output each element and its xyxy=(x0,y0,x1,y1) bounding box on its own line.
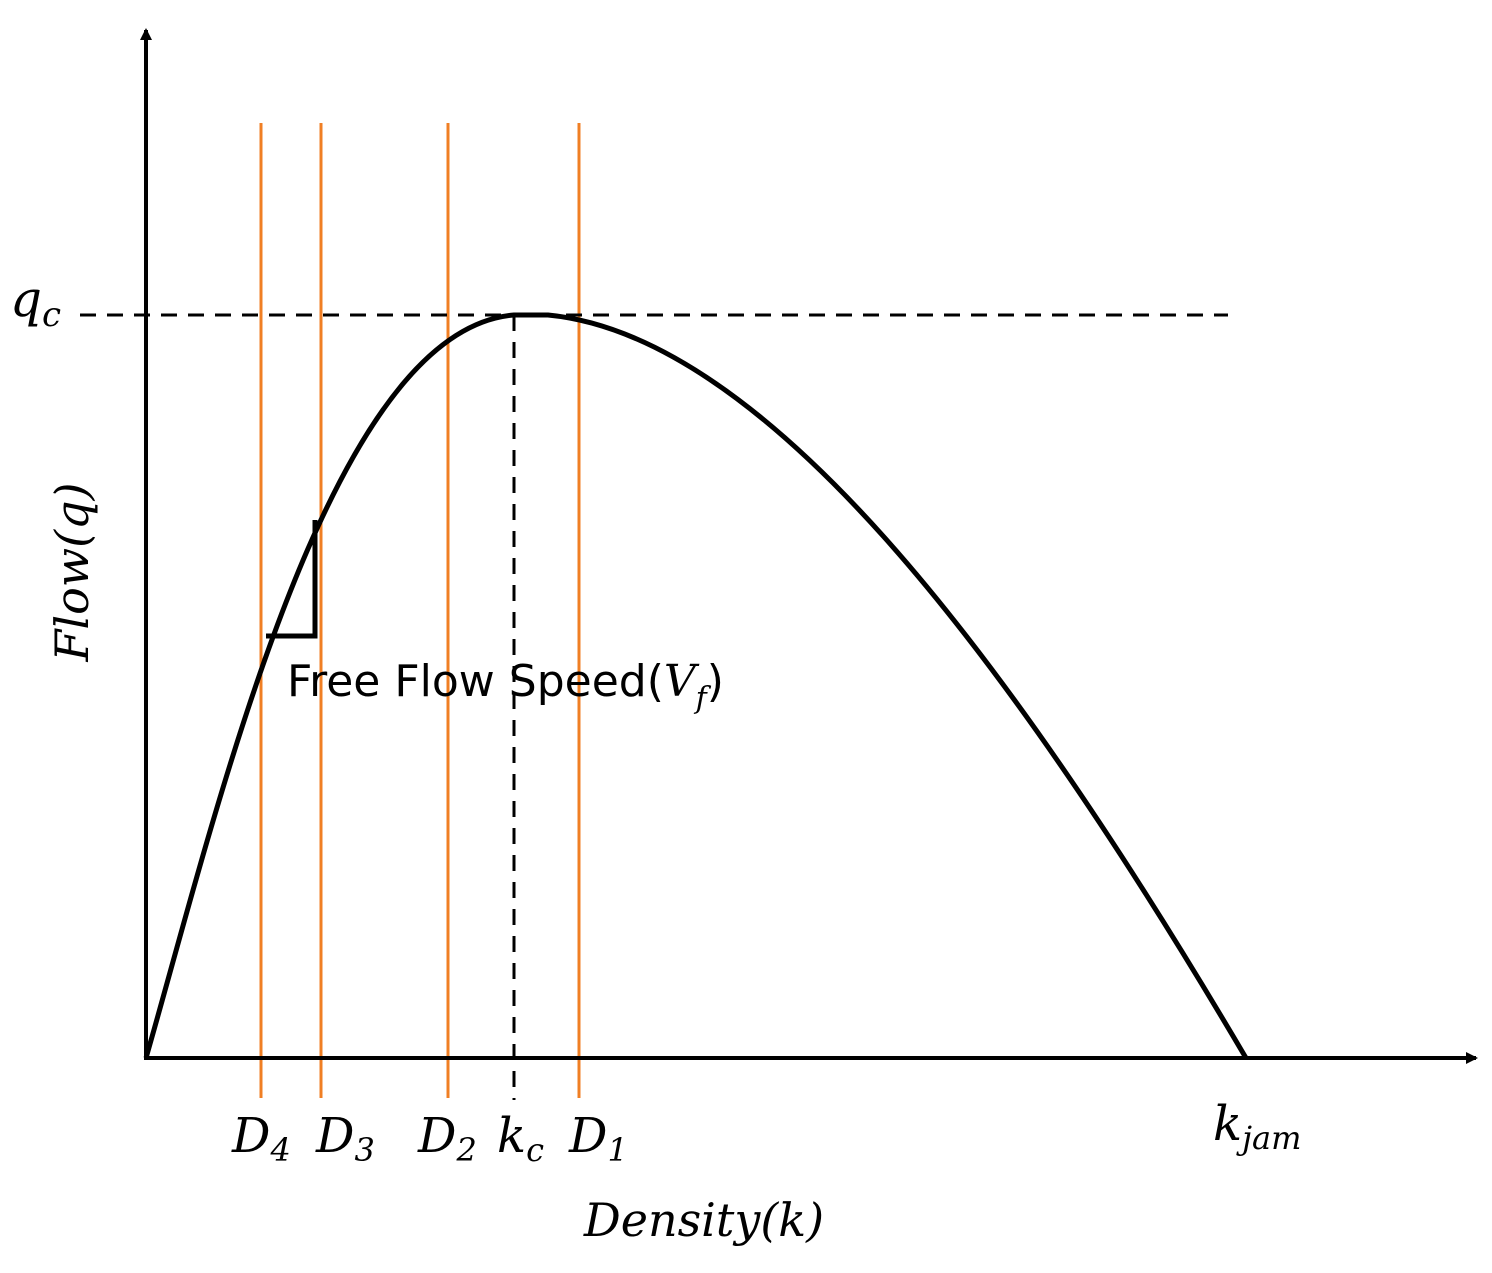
label-k-jam: kjam xyxy=(1213,1096,1301,1157)
density-lines xyxy=(259,123,581,1098)
y-axis-label: Flow(q) xyxy=(45,482,99,662)
label-d3: D3 xyxy=(315,1108,375,1169)
free-flow-slope-triangle xyxy=(266,520,318,639)
x-axis-label: Density(k) xyxy=(583,1193,824,1247)
label-d2: D2 xyxy=(417,1108,477,1169)
label-d1: D1 xyxy=(568,1108,628,1169)
label-q-c: qc xyxy=(10,270,61,335)
label-d4: D4 xyxy=(231,1108,291,1169)
label-k-c: kc xyxy=(497,1108,544,1169)
free-flow-speed-label: Free Flow Speed(Vf) xyxy=(287,656,724,716)
flow-density-curve xyxy=(143,312,1249,1060)
